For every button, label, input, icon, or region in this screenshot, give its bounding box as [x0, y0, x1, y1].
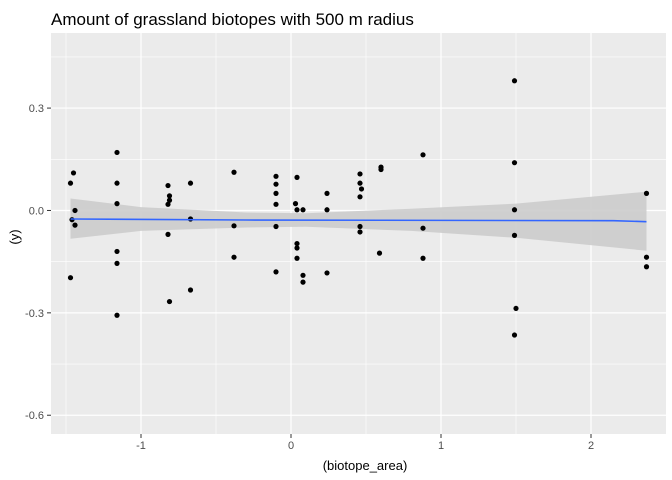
data-point [166, 197, 173, 203]
data-point [72, 222, 78, 228]
data-point [324, 207, 330, 213]
data-point [294, 255, 300, 261]
data-point [357, 180, 363, 186]
confidence-ribbon [70, 191, 647, 251]
data-point [643, 264, 650, 270]
data-point [513, 305, 519, 312]
data-point [294, 240, 300, 247]
data-point [273, 201, 279, 207]
y-tick-label: 0.3 [29, 103, 44, 115]
y-tick-label: -0.3 [25, 308, 44, 320]
data-point [300, 279, 306, 285]
data-point [300, 272, 306, 278]
data-point [294, 245, 300, 251]
data-point [376, 250, 383, 256]
y-axis-ticks: 0.3 0.0 -0.3 -0.6 [25, 103, 51, 422]
data-point [357, 229, 363, 235]
data-point [187, 180, 194, 186]
y-axis-title: (y) [7, 229, 22, 244]
x-tick-label: 0 [288, 440, 294, 452]
data-point [357, 194, 363, 200]
data-point [166, 193, 173, 199]
data-point [114, 149, 120, 156]
data-point [294, 174, 300, 180]
data-point [273, 190, 279, 196]
data-point [231, 223, 237, 229]
data-point [67, 275, 74, 281]
data-point [114, 201, 120, 207]
data-point [358, 186, 365, 192]
data-point [511, 160, 518, 166]
data-point [294, 207, 300, 213]
data-point [114, 180, 120, 186]
data-point [643, 190, 650, 196]
data-point [420, 255, 426, 261]
data-point [378, 166, 384, 173]
data-point [165, 231, 171, 237]
data-point [292, 201, 299, 207]
data-point [300, 207, 306, 213]
y-tick-label: 0.0 [29, 205, 44, 217]
data-point [643, 254, 650, 260]
x-tick-label: 2 [588, 440, 594, 452]
data-point [165, 182, 171, 189]
data-point [67, 180, 74, 186]
fit-line [70, 218, 647, 223]
data-point [114, 312, 120, 318]
x-tick-label: -1 [136, 440, 146, 452]
chart-title: Amount of grassland biotopes with 500 m … [51, 10, 414, 29]
data-point [511, 78, 518, 84]
data-point [187, 287, 194, 293]
x-axis-title: (biotope_area) [323, 458, 408, 473]
data-point [70, 170, 77, 176]
data-point [511, 207, 518, 213]
data-point [420, 225, 426, 231]
x-axis-ticks: -1 0 1 2 [136, 434, 594, 452]
data-point [357, 223, 363, 230]
data-point [231, 169, 237, 175]
data-point [114, 248, 120, 255]
data-point [511, 232, 518, 238]
data-point [273, 173, 279, 179]
data-point [72, 207, 78, 214]
data-point [324, 190, 330, 196]
data-point [357, 171, 363, 177]
data-point [273, 181, 279, 187]
data-point [511, 332, 518, 338]
data-point [231, 254, 237, 260]
data-point [273, 223, 279, 230]
grid-minor-lines [51, 33, 666, 434]
grid-major-lines [51, 33, 666, 434]
data-point [166, 298, 173, 305]
x-tick-label: 1 [438, 440, 444, 452]
y-tick-label: -0.6 [25, 410, 44, 422]
data-point [114, 260, 120, 266]
data-point [273, 269, 279, 275]
data-point [420, 152, 426, 158]
data-points [67, 78, 650, 338]
data-point [165, 201, 171, 207]
data-point [324, 270, 330, 276]
